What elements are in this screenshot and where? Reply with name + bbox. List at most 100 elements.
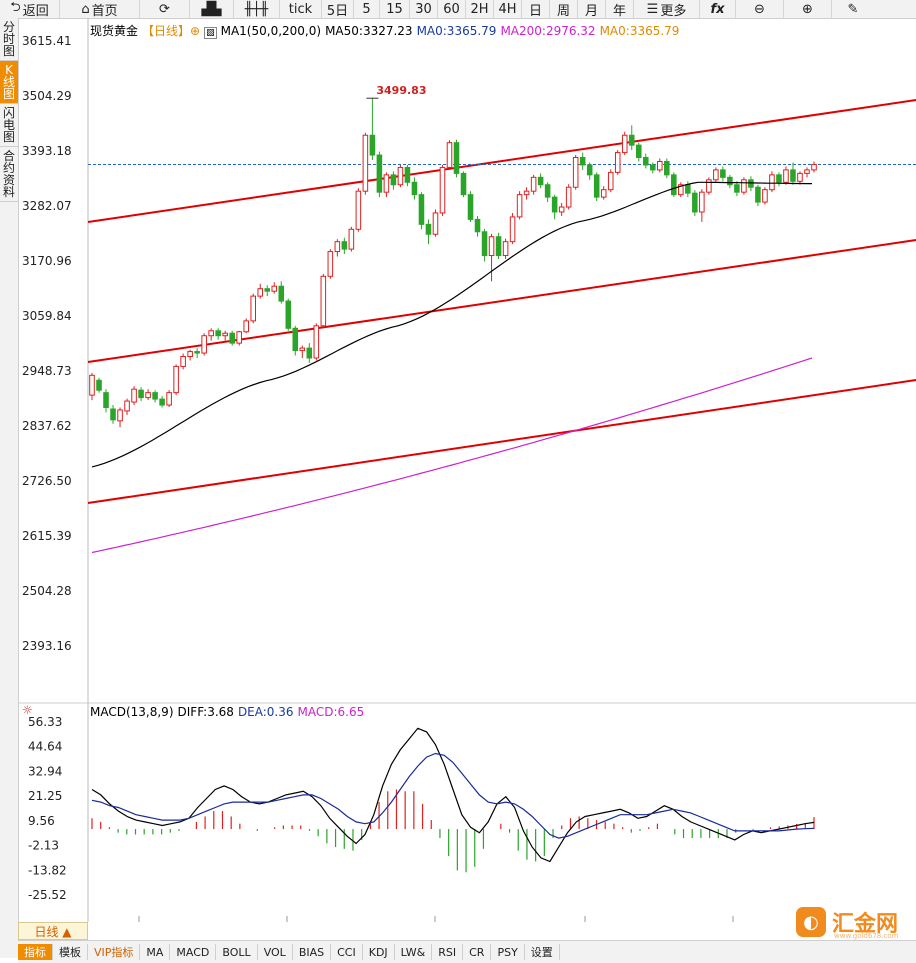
candle-body xyxy=(769,174,775,191)
tab-timeshare[interactable]: 分时图 xyxy=(0,18,18,61)
period-tick[interactable]: tick xyxy=(280,0,322,18)
indicator-14[interactable]: 设置 xyxy=(525,944,560,960)
price-chart[interactable]: 3615.41 3504.29 3393.18 3282.07 3170.96 3059.… xyxy=(18,18,916,922)
candle-body xyxy=(341,241,348,250)
period-selector[interactable]: 日线 ▲ xyxy=(18,922,88,940)
candle-body xyxy=(383,174,390,193)
candle-body xyxy=(579,157,586,166)
zoom-out-button[interactable]: ⊖ xyxy=(736,0,784,18)
candle-body xyxy=(776,174,782,183)
candle-body xyxy=(292,327,299,352)
candle-body xyxy=(159,398,165,406)
macd-settings-icon[interactable]: ☼ xyxy=(22,703,33,717)
candle-body xyxy=(516,194,523,218)
symbol-name: 现货黄金 xyxy=(90,24,139,38)
macd-tick-label: -13.82 xyxy=(28,863,67,877)
candle-body xyxy=(96,379,102,391)
tab-kline[interactable]: K线图 xyxy=(0,61,18,104)
candle-body xyxy=(797,172,803,182)
candle-body xyxy=(89,374,95,396)
indicator-8[interactable]: CCI xyxy=(331,944,363,960)
indicator-1[interactable]: 模板 xyxy=(53,944,88,960)
settings-gear-icon[interactable]: ⊕ xyxy=(190,24,201,38)
candle-body xyxy=(320,275,327,327)
candle-body xyxy=(748,179,754,188)
period-month[interactable]: 月 xyxy=(578,0,606,19)
ma200-line xyxy=(91,357,813,554)
indicator-9[interactable]: KDJ xyxy=(363,944,395,960)
candle-body xyxy=(614,152,621,173)
candle-body xyxy=(537,176,544,186)
tab-flash[interactable]: 闪电图 xyxy=(0,104,18,147)
indicator-12[interactable]: CR xyxy=(463,944,492,960)
candle-body xyxy=(432,212,439,235)
candle-body xyxy=(741,179,747,193)
candle-body xyxy=(607,171,614,191)
candle-body xyxy=(488,236,495,257)
back-button[interactable]: ⮌ 返回 xyxy=(0,0,60,19)
candle-body xyxy=(790,169,796,182)
refresh-button[interactable]: ⟳ xyxy=(140,0,190,18)
candle-body xyxy=(621,134,628,154)
candle-body xyxy=(586,164,593,176)
period-week[interactable]: 周 xyxy=(550,0,578,19)
candle-body xyxy=(460,172,467,196)
period-30min[interactable]: 30 xyxy=(410,0,438,18)
candle-body xyxy=(734,184,740,193)
chart-type-button[interactable]: ▟▙ xyxy=(190,0,234,18)
formula-button[interactable]: fx xyxy=(700,0,736,18)
candle-body xyxy=(243,320,249,333)
period-60min[interactable]: 60 xyxy=(438,0,466,18)
tab-contract[interactable]: 合约资料 xyxy=(0,147,18,202)
candle-style-button[interactable]: ╫┼╫ xyxy=(234,0,280,18)
more-button[interactable]: ☰ 更多 xyxy=(634,0,700,19)
indicator-2[interactable]: VIP指标 xyxy=(88,944,141,960)
indicator-3[interactable]: MA xyxy=(140,944,171,960)
period-day[interactable]: 日 xyxy=(522,0,550,19)
candle-body xyxy=(425,223,432,235)
candle-body xyxy=(530,176,537,192)
indicator-13[interactable]: PSY xyxy=(491,944,525,960)
indicator-0[interactable]: 指标 xyxy=(18,944,53,960)
watermark: ◐ 汇金网 www.gold678.com xyxy=(796,906,898,940)
back-arrow-icon: ⮌ xyxy=(10,0,21,15)
indicator-10[interactable]: LW& xyxy=(395,944,433,960)
candle-body xyxy=(201,335,207,354)
macd-tick-label: 32.94 xyxy=(28,764,62,778)
candle-body xyxy=(762,189,768,203)
home-button[interactable]: ⌂ 首页 xyxy=(60,0,140,19)
period-year[interactable]: 年 xyxy=(606,0,634,19)
period-15min[interactable]: 15 xyxy=(380,0,410,18)
candle-body xyxy=(678,184,684,196)
ma50-line xyxy=(91,181,812,468)
candle-body xyxy=(250,295,257,322)
period-2h[interactable]: 2H xyxy=(466,0,494,18)
ma200-value: MA200:2976.32 xyxy=(500,24,596,38)
indicator-7[interactable]: BIAS xyxy=(293,944,332,960)
ma-name: MA1(50,0,200,0) xyxy=(220,24,322,38)
high-annotation: 3499.83 xyxy=(376,84,426,97)
candle-body xyxy=(194,351,200,354)
indicator-6[interactable]: VOL xyxy=(258,944,293,960)
candle-body xyxy=(628,134,635,146)
price-tick-label: 2948.73 xyxy=(22,364,72,378)
indicator-5[interactable]: BOLL xyxy=(216,944,258,960)
candle-body xyxy=(236,331,242,344)
draw-tool-button[interactable]: ✎ xyxy=(832,0,874,18)
candle-body xyxy=(446,142,453,168)
zoom-in-button[interactable]: ⊕ xyxy=(784,0,832,18)
candle-body xyxy=(649,164,656,171)
candle-body xyxy=(692,192,698,213)
candle-body xyxy=(544,184,551,198)
indicator-4[interactable]: MACD xyxy=(170,944,217,960)
indicator-box-icon: ▨ xyxy=(204,27,217,39)
period-5min[interactable]: 5 xyxy=(354,0,380,18)
period-4h[interactable]: 4H xyxy=(494,0,522,18)
ma0-value: MA0:3365.79 xyxy=(416,24,497,38)
candle-body xyxy=(166,392,172,406)
macd-tick-label: -2.13 xyxy=(28,839,59,853)
price-tick-label: 3615.41 xyxy=(22,34,72,48)
period-5day[interactable]: 5日 xyxy=(322,0,354,19)
indicator-11[interactable]: RSI xyxy=(432,944,464,960)
candle-body xyxy=(411,181,418,196)
